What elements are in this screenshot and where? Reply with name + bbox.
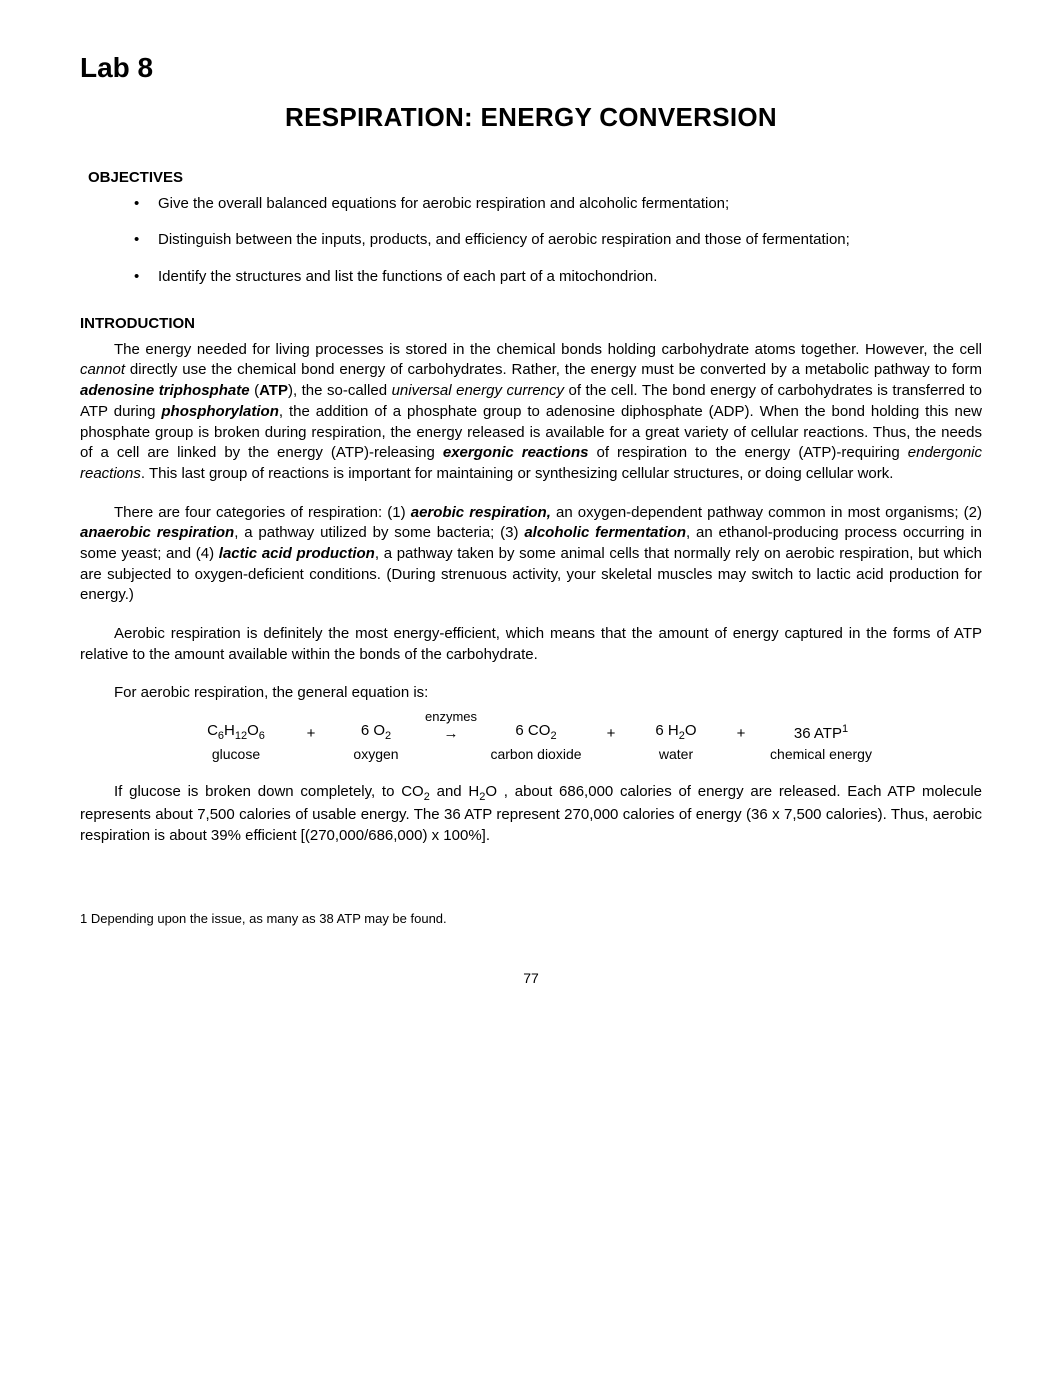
intro-paragraph-2: There are four categories of respiration…: [80, 503, 982, 606]
subscript: 12: [235, 730, 247, 742]
term-aerobic-respiration: aerobic respiration,: [411, 504, 551, 521]
text-run: ), the so-called: [288, 382, 392, 399]
eq-label-water: water: [631, 746, 721, 762]
text-run: (: [250, 382, 260, 399]
term-phosphorylation: phosphorylation: [161, 403, 279, 420]
text-run: 6 CO: [515, 722, 550, 739]
text-run: O: [247, 722, 259, 739]
eq-plus: +: [291, 725, 331, 742]
subscript: 2: [550, 730, 556, 742]
text-run: 6 O: [361, 722, 385, 739]
text-run: 36 ATP: [794, 725, 842, 742]
text-run: , a pathway utilized by some bacteria; (…: [234, 524, 524, 541]
equation-formula-row: C6H12O6 + 6 O2 enzymes → 6 CO2 + 6 H2O +…: [80, 722, 982, 742]
text-run: H: [224, 722, 235, 739]
text-run: of respiration to the energy (ATP)-requi…: [588, 444, 907, 461]
page: Lab 8 RESPIRATION: ENERGY CONVERSION OBJ…: [0, 0, 1062, 1377]
subscript: 6: [259, 730, 265, 742]
intro-paragraph-5: If glucose is broken down completely, to…: [80, 782, 982, 847]
text-run: an oxygen-dependent pathway common in mo…: [551, 504, 982, 521]
term-adenosine-triphosphate: adenosine triphosphate: [80, 382, 250, 399]
intro-paragraph-1: The energy needed for living processes i…: [80, 340, 982, 485]
italic-text: universal energy currency: [392, 382, 564, 399]
equation-block: C6H12O6 + 6 O2 enzymes → 6 CO2 + 6 H2O +…: [80, 722, 982, 762]
eq-enzymes-label: enzymes: [421, 709, 481, 724]
objectives-list: Give the overall balanced equations for …: [80, 194, 982, 287]
main-title: RESPIRATION: ENERGY CONVERSION: [80, 102, 982, 133]
objective-item: Distinguish between the inputs, products…: [128, 230, 982, 250]
text-run: C: [207, 722, 218, 739]
text-run: O: [685, 722, 697, 739]
eq-plus: +: [721, 725, 761, 742]
objective-item: Give the overall balanced equations for …: [128, 194, 982, 214]
term-anaerobic-respiration: anaerobic respiration: [80, 524, 234, 541]
text-run: There are four categories of respiration…: [114, 504, 411, 521]
eq-term-glucose: C6H12O6: [181, 722, 291, 742]
eq-term-oxygen: 6 O2: [331, 722, 421, 742]
text-run: If glucose is broken down completely, to…: [114, 783, 424, 800]
eq-arrow: →: [444, 725, 459, 742]
eq-plus: +: [591, 725, 631, 742]
text-run: directly use the chemical bond energy of…: [125, 361, 982, 378]
eq-label-co2: carbon dioxide: [481, 746, 591, 762]
eq-label-oxygen: oxygen: [331, 746, 421, 762]
eq-term-atp: 36 ATP1: [761, 723, 881, 742]
page-number: 77: [80, 970, 982, 986]
superscript: 1: [842, 723, 848, 735]
eq-label-glucose: glucose: [181, 746, 291, 762]
term-alcoholic-fermentation: alcoholic fermentation: [524, 524, 686, 541]
equation-labels-row: glucose oxygen carbon dioxide water chem…: [80, 746, 982, 762]
text-run: The energy needed for living processes i…: [114, 341, 982, 358]
footnote: 1 Depending upon the issue, as many as 3…: [80, 911, 982, 926]
lab-number: Lab 8: [80, 52, 982, 84]
intro-paragraph-3: Aerobic respiration is definitely the mo…: [80, 624, 982, 665]
subscript: 2: [385, 730, 391, 742]
term-exergonic-reactions: exergonic reactions: [443, 444, 589, 461]
text-run: . This last group of reactions is import…: [141, 465, 894, 482]
objectives-heading: OBJECTIVES: [88, 169, 982, 186]
term-atp-abbr: ATP: [259, 382, 288, 399]
intro-paragraph-4: For aerobic respiration, the general equ…: [80, 683, 982, 704]
eq-term-h2o: 6 H2O: [631, 722, 721, 742]
introduction-heading: INTRODUCTION: [80, 315, 982, 332]
eq-arrow-cell: enzymes →: [421, 725, 481, 742]
term-lactic-acid-production: lactic acid production: [219, 545, 375, 562]
eq-label-chemical-energy: chemical energy: [761, 746, 881, 762]
eq-term-co2: 6 CO2: [481, 722, 591, 742]
italic-text: cannot: [80, 361, 125, 378]
text-run: 6 H: [655, 722, 678, 739]
text-run: and H: [430, 783, 479, 800]
objective-item: Identify the structures and list the fun…: [128, 267, 982, 287]
footnote-text: Depending upon the issue, as many as 38 …: [87, 911, 446, 926]
